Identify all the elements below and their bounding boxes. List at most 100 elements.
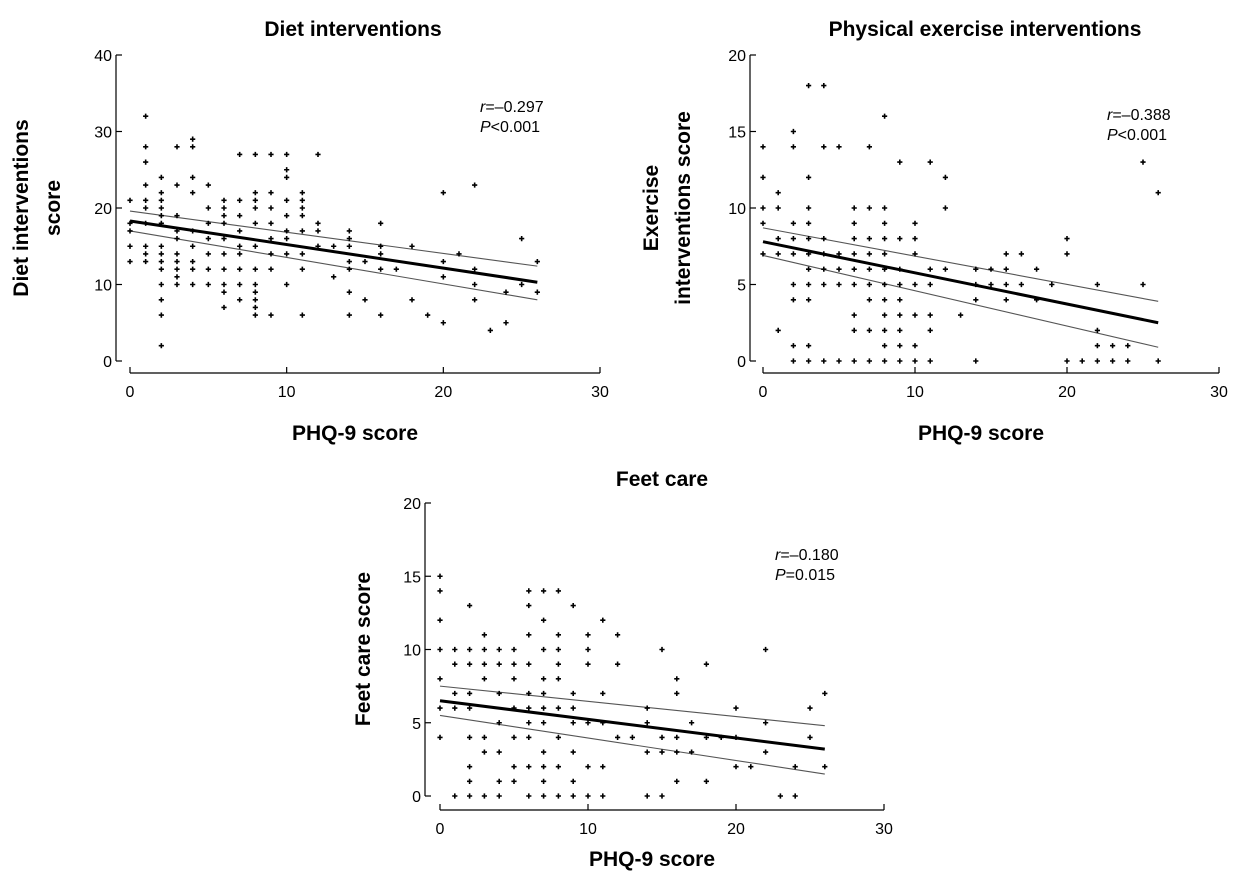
exercise-data-point bbox=[1094, 358, 1100, 364]
exercise-data-point bbox=[1018, 281, 1024, 288]
exercise-data-point bbox=[1140, 281, 1146, 288]
exercise-data-point bbox=[1003, 251, 1009, 257]
exercise-data-point bbox=[866, 297, 872, 303]
diet-data-point bbox=[174, 274, 180, 280]
diet-data-point bbox=[190, 243, 196, 249]
diet-x-axis-label: PHQ-9 score bbox=[292, 422, 418, 445]
feet-care-data-point bbox=[437, 646, 443, 653]
feet-care-data-point bbox=[511, 778, 517, 784]
feet-care-data-point bbox=[585, 720, 591, 726]
feet-care-data-point bbox=[822, 764, 828, 770]
feet-care-data-point bbox=[674, 734, 680, 740]
exercise-data-point bbox=[760, 220, 766, 226]
exercise-y-tick-label: 20 bbox=[728, 48, 746, 65]
feet-care-data-point bbox=[703, 778, 709, 784]
exercise-data-point bbox=[973, 358, 979, 364]
feet-care-data-point bbox=[452, 705, 458, 711]
diet-data-point bbox=[174, 213, 180, 219]
diet-y-axis-label: score bbox=[42, 180, 65, 236]
exercise-data-point bbox=[912, 312, 918, 318]
feet-care-data-point bbox=[526, 602, 532, 609]
exercise-data-point bbox=[790, 343, 796, 349]
exercise-data-point bbox=[806, 174, 812, 180]
diet-data-point bbox=[143, 251, 149, 257]
feet-care-data-point bbox=[437, 705, 443, 711]
feet-care-data-point bbox=[467, 690, 473, 697]
feet-care-data-point bbox=[615, 661, 621, 667]
diet-data-point bbox=[268, 151, 274, 158]
diet-data-point bbox=[221, 251, 227, 257]
exercise-data-point bbox=[790, 220, 796, 226]
exercise-data-point bbox=[927, 312, 933, 318]
exercise-data-point bbox=[836, 266, 842, 272]
diet-data-point bbox=[143, 243, 149, 249]
feet-care-data-point bbox=[555, 705, 561, 711]
feet-care-data-point bbox=[733, 734, 739, 740]
diet-data-point bbox=[331, 274, 337, 280]
diet-data-point bbox=[158, 220, 164, 226]
diet-data-point bbox=[472, 297, 478, 303]
exercise-y-tick-label: 15 bbox=[728, 125, 746, 142]
feet-care-data-point bbox=[763, 646, 769, 653]
exercise-data-point bbox=[912, 343, 918, 349]
feet-care-data-point bbox=[689, 749, 695, 755]
feet-care-data-point bbox=[777, 793, 783, 799]
diet-data-point bbox=[268, 220, 274, 226]
diet-data-point bbox=[346, 228, 352, 234]
feet-care-data-point bbox=[585, 646, 591, 653]
feet-care-data-point bbox=[703, 734, 709, 740]
feet-care-data-point bbox=[526, 764, 532, 770]
diet-x-tick-label: 0 bbox=[126, 384, 135, 401]
diet-ci-lower-line bbox=[129, 230, 538, 301]
exercise-data-point bbox=[775, 251, 781, 257]
feet-care-data-point bbox=[511, 646, 517, 653]
exercise-data-point bbox=[821, 236, 827, 242]
exercise-chart: Physical exercise interventions 0 5 10 15 20 0… bbox=[640, 18, 1228, 445]
exercise-y-tick-label: 0 bbox=[737, 354, 746, 371]
diet-data-point bbox=[284, 213, 290, 219]
diet-data-point bbox=[221, 197, 227, 203]
diet-data-point bbox=[346, 243, 352, 249]
diet-data-point bbox=[143, 197, 149, 203]
diet-data-point bbox=[143, 182, 149, 188]
diet-data-point bbox=[315, 220, 321, 226]
feet-care-data-point bbox=[541, 705, 547, 711]
feet-care-data-point bbox=[496, 778, 502, 784]
exercise-data-point bbox=[1094, 343, 1100, 349]
feet-care-data-point bbox=[481, 793, 487, 799]
exercise-y-axis-label: Exercise bbox=[640, 165, 663, 251]
exercise-data-point bbox=[897, 327, 903, 333]
exercise-data-point bbox=[760, 174, 766, 180]
feet-care-data-point bbox=[496, 646, 502, 653]
diet-data-point bbox=[252, 205, 258, 211]
feet-care-data-point bbox=[467, 646, 473, 653]
feet-care-data-point bbox=[467, 705, 473, 711]
exercise-x-tick-label: 10 bbox=[906, 384, 924, 401]
exercise-data-point bbox=[1018, 251, 1024, 257]
diet-data-point bbox=[127, 220, 133, 226]
feet-care-data-point bbox=[541, 778, 547, 784]
exercise-data-point bbox=[790, 251, 796, 257]
exercise-data-point bbox=[897, 236, 903, 242]
feet-care-data-point bbox=[763, 749, 769, 755]
feet-care-data-point bbox=[541, 617, 547, 623]
diet-data-point bbox=[205, 220, 211, 226]
diet-data-point bbox=[299, 205, 305, 211]
exercise-data-point bbox=[1094, 281, 1100, 288]
exercise-data-point bbox=[927, 358, 933, 364]
diet-r-annotation: r=–0.297 bbox=[480, 99, 544, 116]
feet-care-data-point bbox=[659, 646, 665, 653]
feet-care-x-tick-label: 30 bbox=[875, 821, 893, 838]
exercise-data-point bbox=[1155, 358, 1161, 364]
diet-data-point bbox=[127, 243, 133, 249]
diet-data-point bbox=[190, 136, 196, 142]
exercise-data-point bbox=[806, 83, 812, 89]
diet-data-point bbox=[346, 236, 352, 242]
feet-care-data-point bbox=[659, 793, 665, 799]
exercise-data-point bbox=[866, 144, 872, 150]
exercise-data-point bbox=[1064, 236, 1070, 242]
diet-data-point bbox=[158, 258, 164, 265]
feet-care-data-point bbox=[644, 793, 650, 799]
exercise-data-point bbox=[806, 266, 812, 272]
feet-care-data-point bbox=[526, 661, 532, 667]
